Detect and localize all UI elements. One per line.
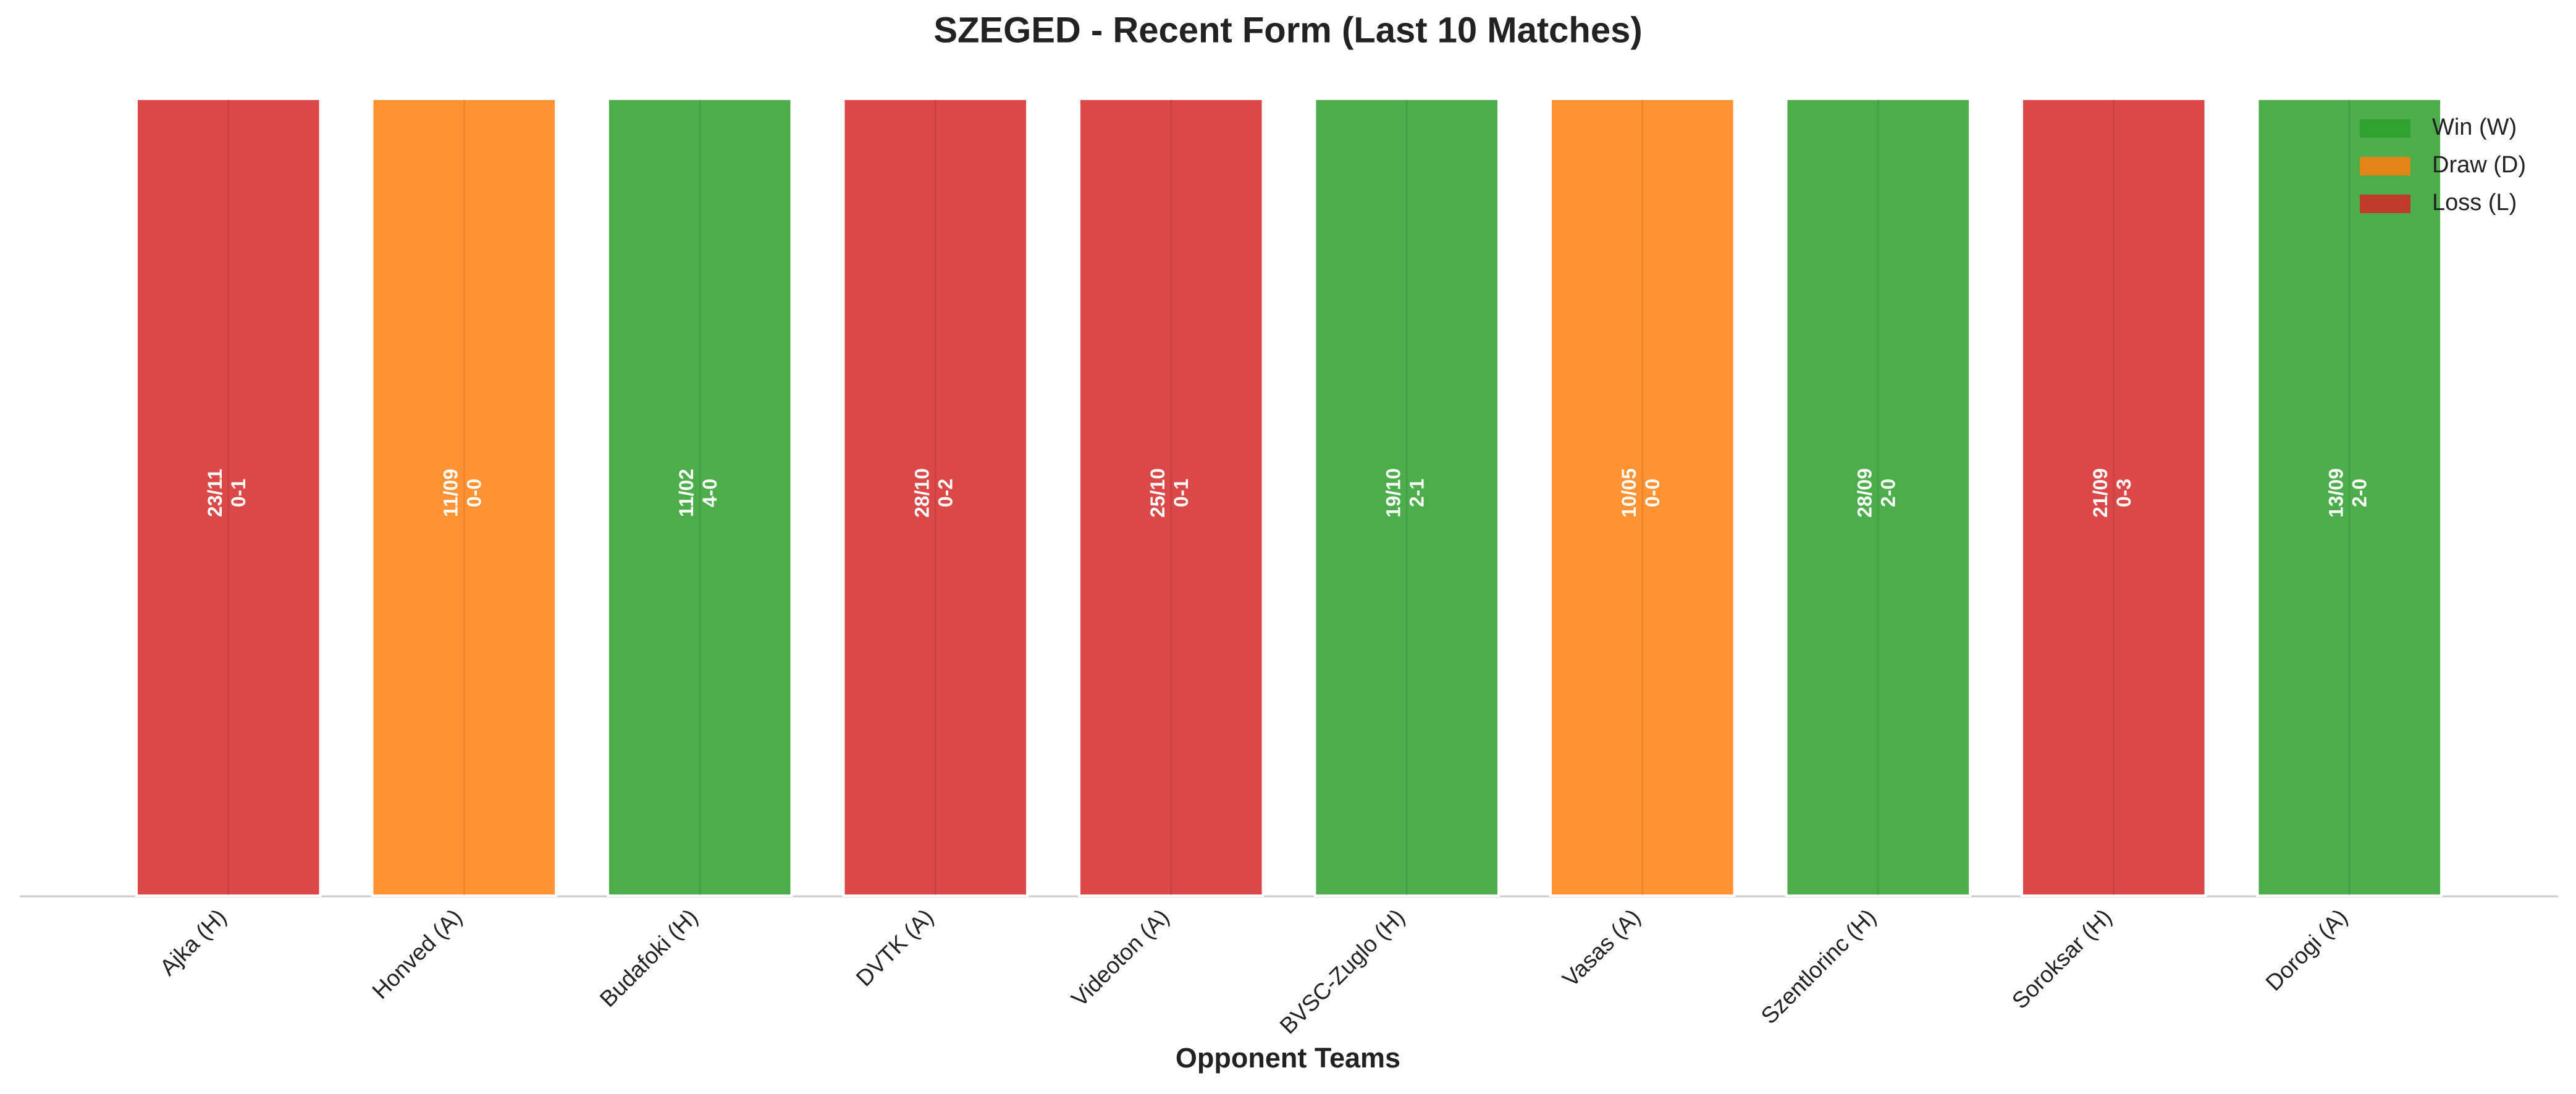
bar xyxy=(2256,98,2443,897)
x-tick-label: Videoton (A) xyxy=(1066,904,1174,1012)
x-tick-label: Soroksar (H) xyxy=(2007,904,2116,1014)
bar xyxy=(2020,98,2207,897)
chart-title: SZEGED - Recent Form (Last 10 Matches) xyxy=(933,10,1642,50)
bar-label: 28/10 xyxy=(911,468,933,518)
bar-label: 21/09 xyxy=(2089,468,2111,518)
bar-label: 0-1 xyxy=(1170,479,1192,507)
bar-label: 0-2 xyxy=(935,479,957,507)
bar xyxy=(842,98,1029,897)
legend-label: Loss (L) xyxy=(2432,190,2517,216)
bar xyxy=(1549,98,1736,897)
bar xyxy=(1785,98,1972,897)
bar-label: 13/09 xyxy=(2325,468,2347,518)
x-tick-label: DVTK (A) xyxy=(851,904,938,991)
legend-label: Win (W) xyxy=(2432,114,2517,140)
bar-label: 0-0 xyxy=(463,479,486,507)
legend-swatch xyxy=(2360,157,2410,175)
x-tick-label: Honved (A) xyxy=(368,904,467,1004)
x-tick-label: Budafoki (H) xyxy=(595,904,702,1012)
x-tick-label: Szentlorinc (H) xyxy=(1756,904,1881,1029)
x-axis-label: Opponent Teams xyxy=(1176,1042,1400,1074)
bar-label: 2-1 xyxy=(1406,479,1428,507)
bar-label: 23/11 xyxy=(204,469,226,517)
legend-label: Draw (D) xyxy=(2432,152,2526,178)
bar xyxy=(606,98,793,897)
bar-label: 4-0 xyxy=(699,479,721,507)
bar xyxy=(371,98,558,897)
bar-label: 25/10 xyxy=(1147,468,1169,518)
bar-label: 2-0 xyxy=(1877,479,1900,507)
x-tick-label: Ajka (H) xyxy=(155,904,231,980)
bar-label: 19/10 xyxy=(1383,468,1405,518)
bar-label: 0-1 xyxy=(227,479,250,507)
bar xyxy=(135,98,322,897)
bar-label: 11/09 xyxy=(440,469,462,517)
legend-swatch xyxy=(2360,195,2410,213)
x-tick-label: BVSC-Zuglo (H) xyxy=(1275,904,1410,1039)
x-tick-label: Vasas (A) xyxy=(1557,904,1645,992)
x-tick-label: Dorogi (A) xyxy=(2261,904,2352,996)
bar-label: 11/02 xyxy=(675,469,697,517)
bar xyxy=(1313,98,1501,897)
bar xyxy=(1077,98,1265,897)
bar-label: 28/09 xyxy=(1854,468,1876,518)
legend-swatch xyxy=(2360,119,2410,138)
bar-label: 0-3 xyxy=(2113,479,2135,507)
bar-label: 0-0 xyxy=(1641,479,1664,507)
bar-label: 10/05 xyxy=(1618,468,1640,518)
bar-label: 2-0 xyxy=(2349,479,2371,507)
